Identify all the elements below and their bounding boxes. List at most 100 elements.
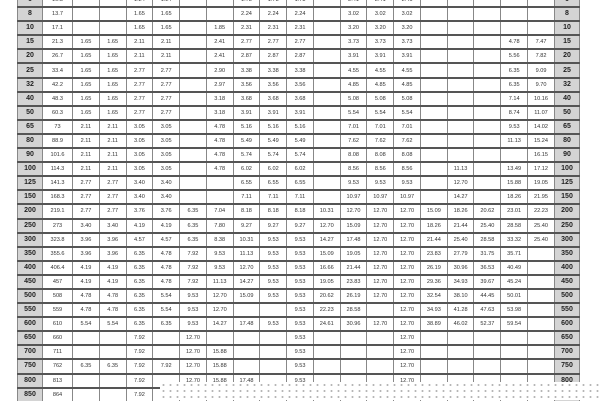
od-cell: 141.3 [42, 175, 73, 191]
thickness-cell: 7.62 [393, 132, 421, 149]
thickness-cell [179, 189, 207, 205]
od-cell: 42.2 [42, 76, 73, 92]
table-row: 350 355.6 3.96 3.96 6.35 4.78 7.92 9.53 11.13 9.5… [17, 245, 580, 261]
thickness-cell: 12.70 [393, 302, 421, 318]
dn-cell: 150 [554, 189, 580, 205]
thickness-cell: 3.05 [125, 118, 154, 134]
thickness-cell [312, 0, 341, 8]
thickness-cell: 3.38 [259, 62, 288, 78]
table-row: 650 660 7.92 12.70 9.53 12.70 650 [17, 330, 580, 346]
thickness-cell [473, 330, 502, 346]
table-row: 250 273 3.40 3.40 4.19 4.19 6.35 7.80 9.27 9.27 9.… [17, 217, 580, 233]
thickness-cell: 3.73 [339, 34, 368, 50]
thickness-cell: 12.70 [393, 287, 421, 304]
thickness-cell: 25.40 [473, 217, 502, 233]
thickness-cell: 21.95 [527, 189, 555, 205]
table-row: 10 17.1 1.65 1.65 1.85 2.31 2.31 2.31 3.20 3.20 3.… [17, 20, 580, 36]
thickness-cell [527, 344, 555, 360]
thickness-cell: 18.26 [446, 203, 475, 219]
table-row: 550 559 4.78 4.78 6.35 5.54 9.53 12.70 9.53 22.23… [17, 302, 580, 318]
dn-cell: 550 [17, 302, 43, 318]
dn-cell: 450 [17, 273, 43, 289]
thickness-cell: 2.41 [339, 0, 368, 8]
thickness-cell: 22.23 [312, 302, 341, 318]
thickness-cell: 6.55 [232, 175, 261, 191]
thickness-cell: 4.19 [72, 259, 100, 275]
thickness-cell: 3.96 [98, 245, 127, 261]
thickness-cell: 12.70 [312, 217, 341, 233]
dn-cell: 550 [554, 302, 580, 318]
thickness-cell: 10.97 [393, 189, 421, 205]
thickness-cell [72, 330, 100, 346]
dn-cell: 400 [554, 259, 580, 275]
thickness-cell: 12.70 [366, 273, 395, 289]
thickness-cell [473, 90, 502, 106]
thickness-cell [419, 34, 448, 50]
table-row: 400 406.4 4.19 4.19 6.35 4.78 7.92 9.53 12.70 9.5… [17, 259, 580, 275]
dn-cell: 32 [554, 76, 580, 92]
thickness-cell: 9.53 [286, 245, 314, 261]
thickness-cell: 9.53 [259, 245, 288, 261]
dn-cell: 125 [17, 175, 43, 191]
dn-cell: 40 [554, 90, 580, 106]
thickness-cell: 6.35 [152, 316, 181, 332]
thickness-cell: 7.14 [500, 90, 529, 106]
thickness-cell: 5.16 [259, 118, 288, 134]
thickness-cell: 6.55 [286, 175, 314, 191]
thickness-cell: 9.53 [286, 316, 314, 332]
thickness-cell: 28.58 [473, 231, 502, 247]
thickness-cell [500, 0, 529, 8]
thickness-cell: 9.53 [259, 273, 288, 289]
thickness-cell [473, 6, 502, 22]
dotted-overlay [160, 382, 600, 400]
thickness-cell: 2.87 [286, 48, 314, 64]
dn-cell: 300 [554, 231, 580, 247]
dn-cell: 10 [17, 20, 43, 36]
thickness-cell: 2.77 [152, 62, 181, 78]
thickness-cell: 2.77 [259, 34, 288, 50]
thickness-cell [179, 62, 207, 78]
thickness-cell: 12.70 [393, 273, 421, 289]
thickness-cell: 6.35 [125, 245, 154, 261]
thickness-cell: 2.77 [72, 175, 100, 191]
table-row: 40 48.3 1.65 1.65 2.77 2.77 3.18 3.68 3.68 3.68 5.… [17, 90, 580, 106]
od-cell: 17.1 [42, 20, 73, 36]
thickness-cell: 7.92 [179, 245, 207, 261]
thickness-cell: 19.05 [312, 273, 341, 289]
thickness-cell [232, 302, 261, 318]
table-row: 32 42.2 1.65 1.65 2.77 2.77 2.97 3.56 3.56 3.56 4.… [17, 76, 580, 92]
thickness-cell: 2.97 [205, 76, 234, 92]
thickness-cell: 1.73 [259, 0, 288, 8]
thickness-cell: 3.91 [259, 104, 288, 120]
thickness-cell [312, 330, 341, 346]
thickness-cell [473, 175, 502, 191]
od-cell: 73 [42, 118, 73, 134]
thickness-cell [366, 330, 395, 346]
thickness-cell: 10.31 [232, 231, 261, 247]
table-row: 8 13.7 1.65 1.65 2.24 2.24 2.24 3.02 3.02 3.02 8 [17, 6, 580, 22]
od-cell: 33.4 [42, 62, 73, 78]
thickness-cell [446, 118, 475, 134]
thickness-cell: 7.62 [339, 132, 368, 149]
thickness-cell [446, 344, 475, 360]
dn-cell: 600 [17, 316, 43, 332]
thickness-cell: 11.13 [232, 245, 261, 261]
thickness-cell: 1.65 [152, 6, 181, 22]
thickness-cell: 8.08 [393, 147, 421, 163]
thickness-cell: 3.38 [232, 62, 261, 78]
thickness-cell: 36.53 [473, 259, 502, 275]
dn-cell: 600 [554, 316, 580, 332]
thickness-cell [473, 76, 502, 92]
dn-cell: 8 [554, 6, 580, 22]
thickness-cell: 34.93 [419, 302, 448, 318]
thickness-cell: 2.87 [232, 48, 261, 64]
thickness-cell: 5.16 [232, 118, 261, 134]
thickness-cell: 38.10 [446, 287, 475, 304]
thickness-cell: 3.20 [339, 20, 368, 36]
thickness-cell [72, 372, 100, 388]
thickness-cell: 7.04 [205, 203, 234, 219]
thickness-cell [179, 90, 207, 106]
table-row: 50 60.3 1.65 1.65 2.77 2.77 3.18 3.91 3.91 3.91 5.… [17, 104, 580, 120]
thickness-cell: 9.53 [286, 302, 314, 318]
thickness-cell: 2.90 [205, 62, 234, 78]
